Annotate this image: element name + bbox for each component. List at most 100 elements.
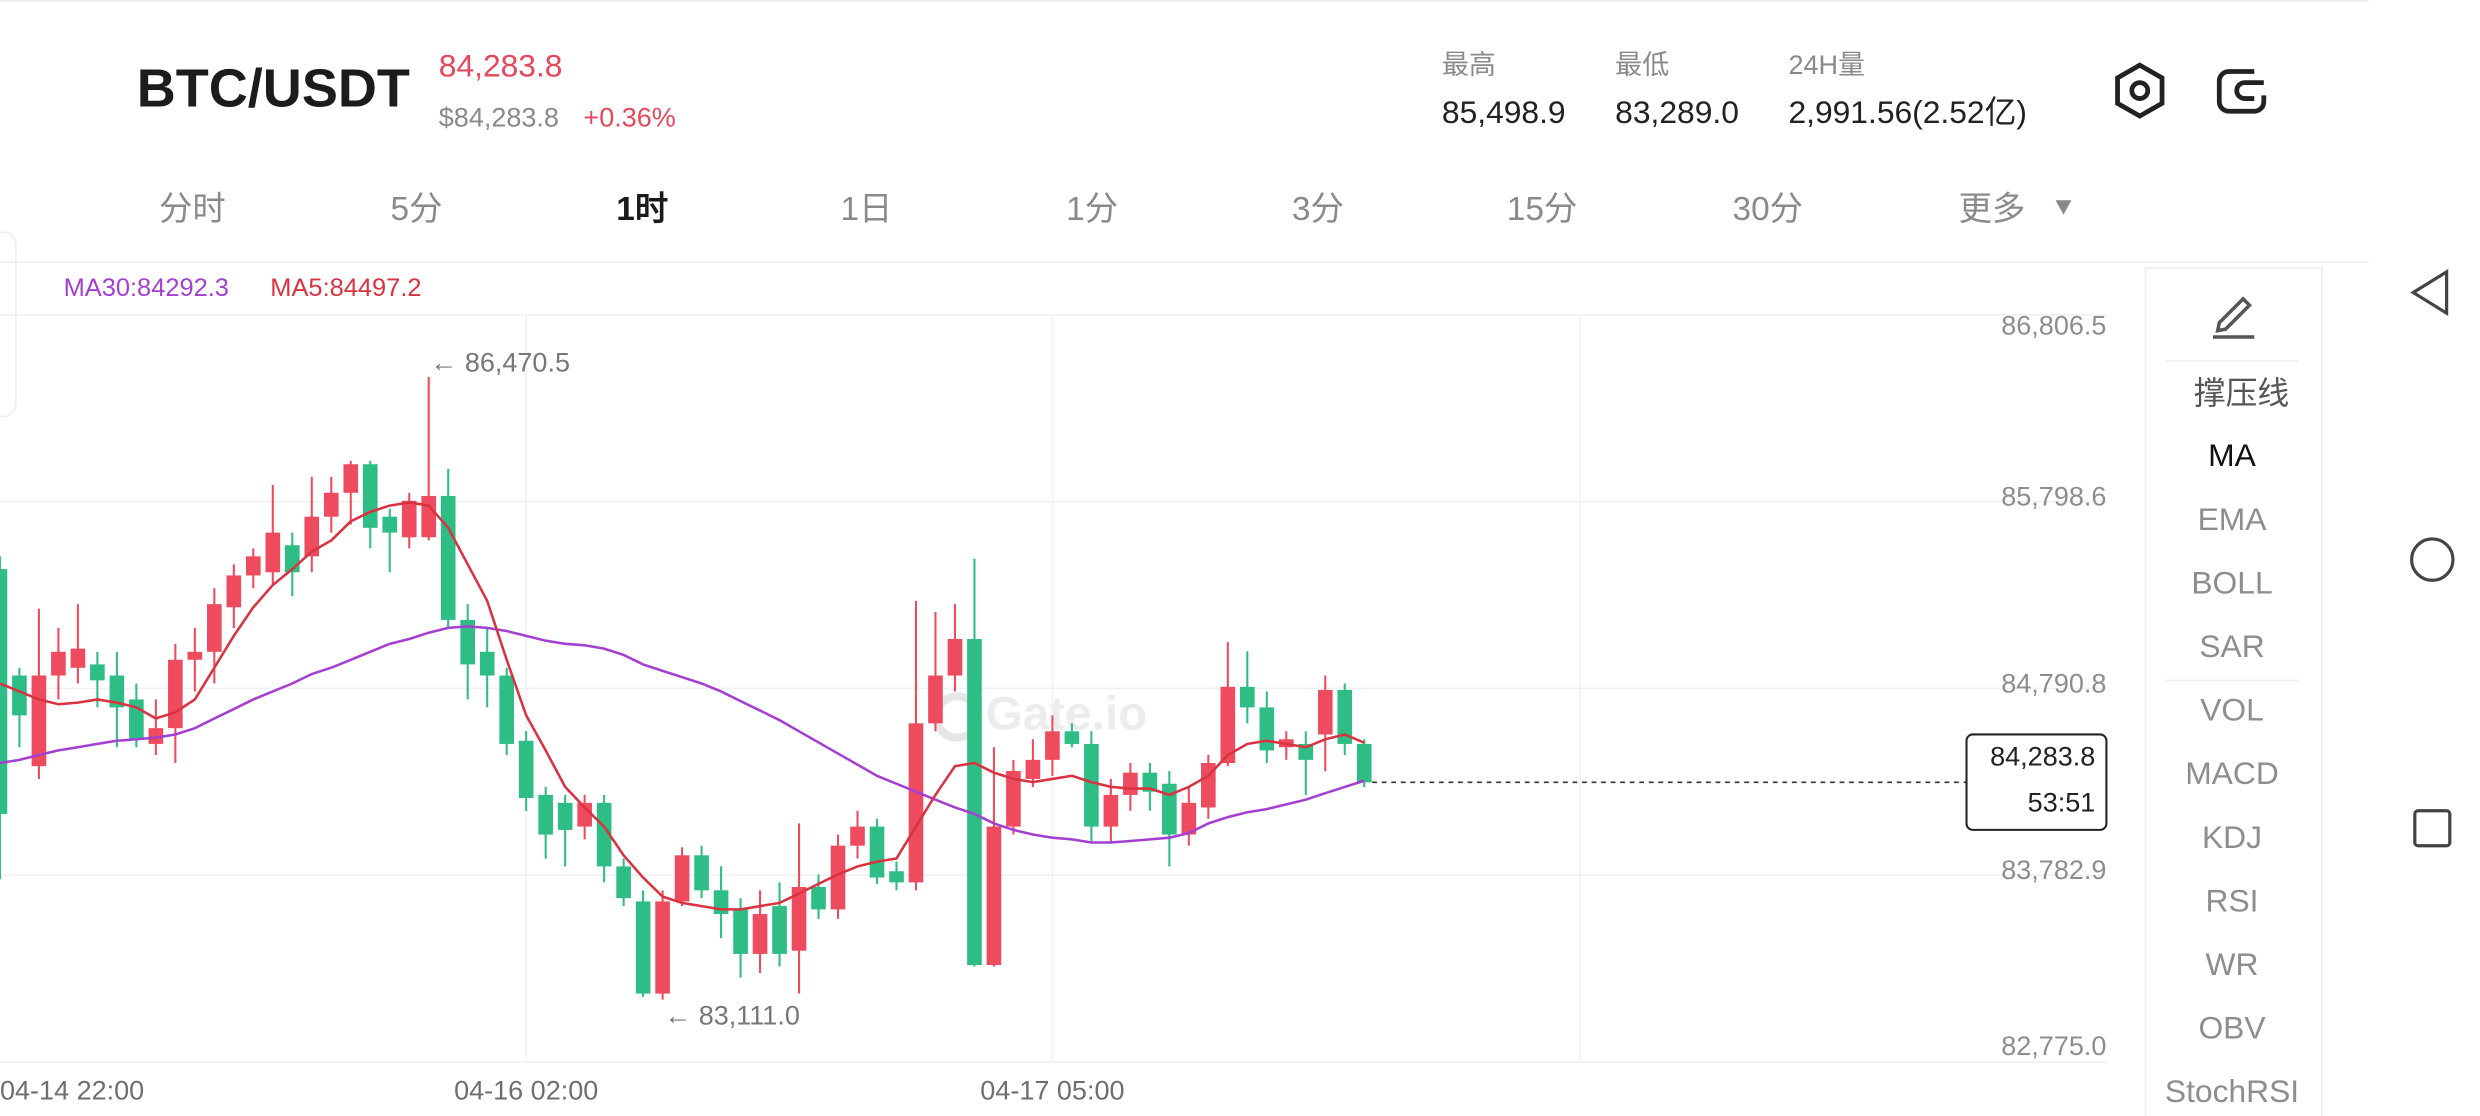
indicator[interactable]: 撑压线 bbox=[2194, 375, 2289, 411]
indicator[interactable]: MACD bbox=[2185, 755, 2279, 791]
tab[interactable]: 1分 bbox=[1066, 191, 1118, 228]
candle-body bbox=[1220, 686, 1236, 764]
indicator[interactable]: StochRSI bbox=[2165, 1073, 2299, 1109]
candle-body bbox=[635, 901, 651, 994]
indicator[interactable]: OBV bbox=[2198, 1010, 2266, 1046]
candle-body bbox=[967, 639, 982, 966]
tab[interactable]: 3分 bbox=[1292, 191, 1344, 228]
candle-body bbox=[1142, 772, 1158, 792]
candle-body bbox=[460, 619, 476, 665]
ma-line bbox=[0, 501, 1365, 911]
candle-body bbox=[577, 802, 592, 827]
candle-body bbox=[168, 659, 183, 729]
candle-body bbox=[109, 675, 125, 708]
tab[interactable]: 更多 bbox=[1959, 191, 2026, 228]
legend-entry: MA30:84292.3 bbox=[64, 274, 229, 302]
candle-body bbox=[928, 675, 943, 724]
candle-body bbox=[1259, 707, 1275, 751]
draw-icon[interactable] bbox=[2212, 296, 2255, 339]
candle-body bbox=[245, 556, 261, 576]
indicator-panel bbox=[2144, 267, 2323, 1116]
candle-body bbox=[1084, 743, 1099, 827]
candle-body bbox=[616, 866, 631, 899]
candle-body bbox=[772, 906, 787, 954]
candle-body bbox=[51, 651, 66, 676]
tab[interactable]: 15分 bbox=[1507, 191, 1578, 228]
indicator[interactable]: SAR bbox=[2199, 628, 2264, 664]
stat-label: 最高 bbox=[1442, 50, 1496, 80]
candle-body bbox=[90, 664, 105, 681]
candle-body bbox=[557, 802, 573, 830]
candle-body bbox=[304, 516, 320, 557]
stat-value: 85,498.9 bbox=[1442, 94, 1566, 130]
candle-body bbox=[265, 532, 281, 573]
stat-label: 24H量 bbox=[1788, 50, 1865, 80]
legend-entry: MA5:84497.2 bbox=[270, 274, 421, 302]
candle-body bbox=[694, 855, 709, 891]
ma-line bbox=[0, 625, 1365, 844]
tab-active[interactable]: 1时 bbox=[616, 191, 668, 228]
indicator[interactable]: RSI bbox=[2206, 882, 2259, 918]
indicator[interactable]: VOL bbox=[2200, 692, 2264, 728]
y-tick-label: 84,790.8 bbox=[2001, 668, 2106, 698]
indicator-active[interactable]: MA bbox=[2208, 437, 2256, 473]
candle-body bbox=[1201, 763, 1216, 808]
low-annotation: ← 83,111.0 bbox=[664, 1000, 800, 1030]
dropdown-arrow[interactable] bbox=[2055, 200, 2072, 215]
candle-body bbox=[382, 516, 398, 533]
x-tick-label: 04-14 22:00 bbox=[0, 1075, 144, 1105]
switch-icon[interactable] bbox=[2216, 69, 2267, 114]
tab[interactable]: 5分 bbox=[391, 191, 443, 228]
indicator[interactable]: BOLL bbox=[2191, 564, 2272, 600]
y-tick-label: 86,806.5 bbox=[2001, 311, 2106, 341]
candle-body bbox=[148, 728, 164, 744]
candle-body bbox=[1317, 689, 1333, 735]
stat-value: 83,289.0 bbox=[1615, 94, 1739, 130]
candle-body bbox=[655, 901, 670, 994]
price-box bbox=[1965, 733, 2108, 831]
y-tick-label: 85,798.6 bbox=[2001, 482, 2106, 512]
candle-body bbox=[752, 914, 768, 954]
candle-body bbox=[1162, 783, 1177, 835]
nav-home[interactable] bbox=[2410, 537, 2455, 582]
candle-body bbox=[733, 909, 748, 954]
indicator[interactable]: EMA bbox=[2198, 501, 2268, 537]
candle-body bbox=[70, 648, 86, 668]
candle-body bbox=[1045, 731, 1060, 760]
candle-body bbox=[986, 826, 1002, 966]
indicator[interactable]: KDJ bbox=[2202, 819, 2262, 855]
candle-body bbox=[362, 464, 378, 528]
indicator[interactable]: WR bbox=[2206, 946, 2259, 982]
candle-body bbox=[1103, 794, 1119, 827]
x-tick-label: 04-17 05:00 bbox=[980, 1075, 1124, 1105]
candle-body bbox=[12, 675, 27, 716]
candle-body bbox=[538, 794, 553, 835]
change: +0.36% bbox=[583, 102, 675, 132]
candle-body bbox=[1337, 689, 1353, 744]
tab[interactable]: 1日 bbox=[840, 191, 892, 228]
stat-label: 最低 bbox=[1615, 50, 1669, 80]
candle-body bbox=[1064, 731, 1080, 744]
candle-body bbox=[1123, 772, 1138, 795]
chart: Gate.io86,806.585,798.684,790.883,782.98… bbox=[0, 274, 2106, 1105]
tab[interactable]: 分时 bbox=[159, 191, 226, 228]
candle-body bbox=[187, 651, 203, 660]
candle-body bbox=[674, 855, 690, 902]
side-handle[interactable] bbox=[0, 231, 17, 418]
price-box-price: 84,283.8 bbox=[1990, 741, 2095, 771]
candle-body bbox=[0, 569, 8, 814]
candle-body bbox=[850, 826, 865, 846]
candle-body bbox=[830, 845, 846, 910]
settings-icon[interactable] bbox=[2115, 62, 2165, 119]
x-tick-label: 04-16 02:00 bbox=[454, 1075, 598, 1105]
candle-body bbox=[401, 500, 417, 538]
candle-body bbox=[1356, 743, 1372, 783]
tab[interactable]: 30分 bbox=[1733, 191, 1804, 228]
candle-body bbox=[596, 802, 612, 867]
nav-recent[interactable] bbox=[2413, 809, 2452, 848]
candle-body bbox=[811, 886, 826, 910]
candle-body bbox=[323, 492, 339, 517]
nav-back[interactable] bbox=[2410, 268, 2449, 317]
